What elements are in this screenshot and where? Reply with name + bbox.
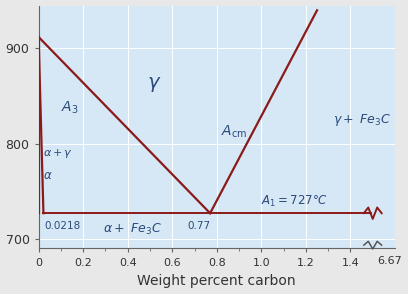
Text: $A_3$: $A_3$: [61, 99, 79, 116]
Text: $\alpha + \gamma$: $\alpha + \gamma$: [43, 147, 73, 160]
Text: 6.67: 6.67: [377, 256, 402, 266]
Text: $A_{\rm cm}$: $A_{\rm cm}$: [221, 124, 248, 141]
Text: $A_1 = 727°C$: $A_1 = 727°C$: [262, 194, 328, 209]
Text: $\alpha +$ Fe$_3$C: $\alpha +$ Fe$_3$C: [102, 222, 162, 237]
Text: 0.77: 0.77: [188, 221, 211, 231]
X-axis label: Weight percent carbon: Weight percent carbon: [137, 274, 296, 288]
Text: $\alpha$: $\alpha$: [44, 169, 53, 182]
Text: $\gamma$: $\gamma$: [147, 75, 162, 94]
Text: 0.0218: 0.0218: [44, 221, 80, 231]
Text: $\gamma +$ Fe$_3$C: $\gamma +$ Fe$_3$C: [333, 112, 391, 128]
